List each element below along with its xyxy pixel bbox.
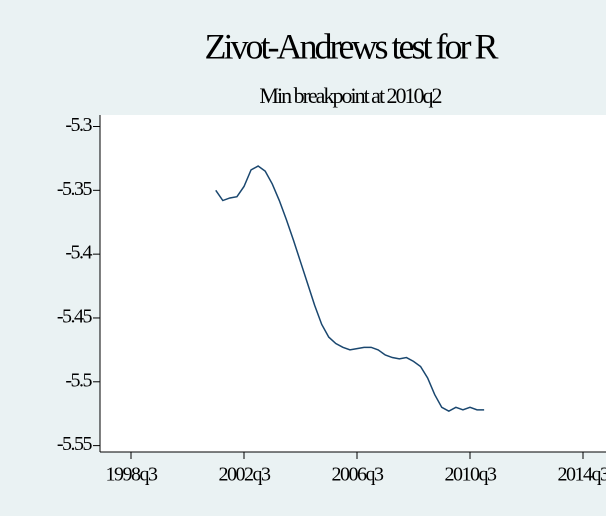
y-tick-label: -5.4 [65, 242, 92, 264]
chart-subtitle: Min breakpoint at 2010q2 [259, 83, 441, 108]
x-tick-label: 2010q3 [445, 464, 498, 486]
y-tick-label: -5.35 [57, 178, 93, 200]
y-tick-label: -5.5 [65, 369, 92, 391]
y-tick-label: -5.55 [57, 433, 93, 455]
chart-title: Zivot-Andrews test for R [205, 26, 499, 66]
x-tick-label: 2014q3 [558, 464, 606, 486]
y-tick-label: -5.3 [65, 114, 92, 136]
data-line [215, 165, 485, 413]
x-tick-label: 1998q3 [106, 464, 159, 486]
x-tick-label: 2006q3 [332, 464, 385, 486]
y-tick-label: -5.45 [57, 306, 93, 328]
plot-area [100, 115, 606, 452]
x-tick-label: 2002q3 [219, 464, 272, 486]
